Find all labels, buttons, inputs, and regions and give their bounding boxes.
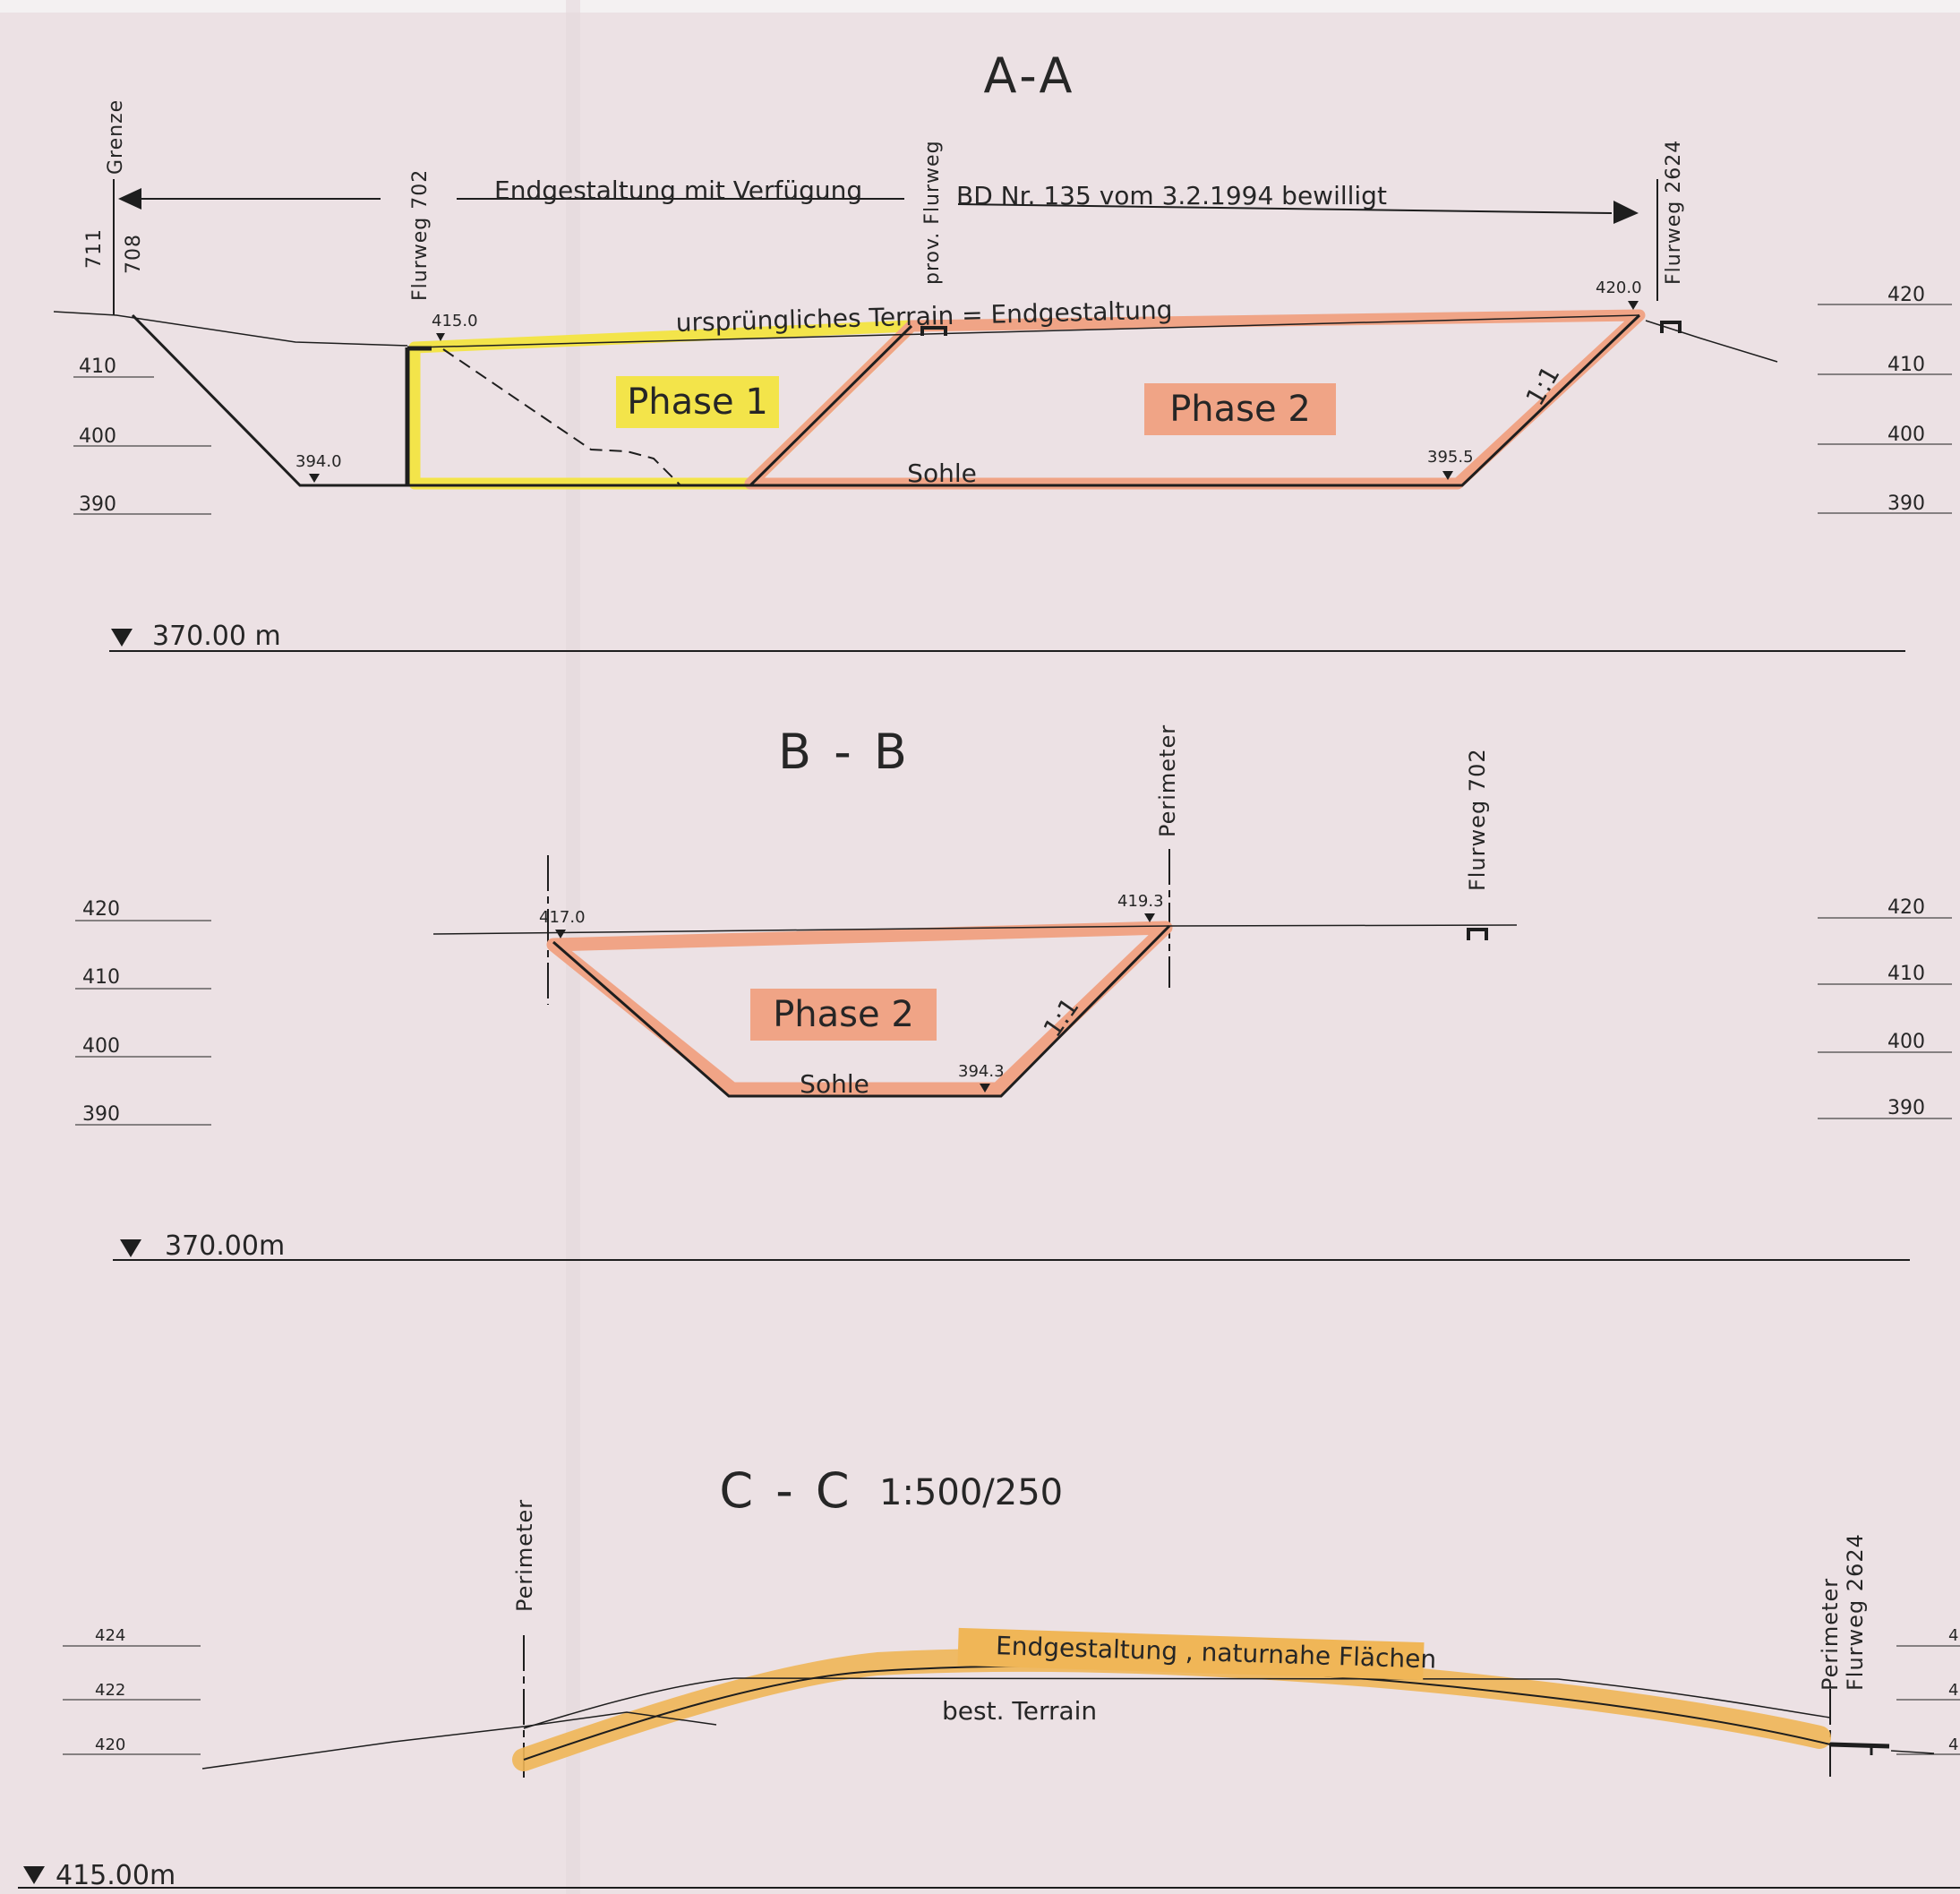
prov-flurweg-symbol <box>920 326 947 336</box>
scale-bb-left-400: 400 <box>82 1035 120 1058</box>
arrow-text-left: Endgestaltung mit Verfügung <box>494 176 862 205</box>
grenze-label: Grenze <box>105 99 127 175</box>
endgestaltung-tag <box>957 1627 1425 1681</box>
section-aa-title: A-A <box>984 47 1076 104</box>
elev-3943-marker <box>980 1084 990 1093</box>
elev-4193-marker <box>1144 913 1155 922</box>
paper-top-edge <box>0 0 1960 13</box>
elev-420-label: 420.0 <box>1596 279 1642 297</box>
elev-417-label: 417.0 <box>539 908 586 927</box>
scale-bb-right-400: 400 <box>1887 1031 1925 1053</box>
elev-420-marker <box>1628 301 1639 310</box>
scale-cc-right-424: 4 <box>1948 1626 1958 1645</box>
existing-terrain-cc-far-right <box>1890 1750 1935 1754</box>
prov-flurweg-label: prov. Flurweg <box>921 140 944 285</box>
excavation-bb-profile <box>552 924 1171 1098</box>
datum-bb-marker <box>120 1239 141 1257</box>
scale-cc-left-420: 420 <box>95 1735 125 1754</box>
arrow-line-right <box>957 203 1613 214</box>
elev-3955-label: 395.5 <box>1427 448 1474 467</box>
phase-2-label: Phase 2 <box>1169 389 1311 430</box>
elev-415-label: 415.0 <box>432 312 478 330</box>
scale-right-420: 420 <box>1887 284 1925 306</box>
arrow-head-left <box>118 188 141 210</box>
datum-aa-label: 370.00 m <box>152 621 281 652</box>
scale-left-410: 410 <box>79 356 116 378</box>
best-terrain-line <box>733 1677 1559 1680</box>
original-terrain-line <box>414 314 1640 348</box>
perimeter-cc-left-label: Perimeter <box>512 1499 537 1612</box>
elev-417-marker <box>555 930 566 938</box>
scale-bb-right-390: 390 <box>1887 1097 1925 1119</box>
parcel-708-label: 708 <box>123 234 145 274</box>
section-cc: C - C 1:500/250 Perimeter Perimeter Flur… <box>18 1462 1960 1891</box>
perimeter-cc-right-label: Perimeter <box>1818 1578 1843 1691</box>
phase-divider-slope <box>749 324 913 487</box>
dashed-intermediate-profile <box>442 348 681 486</box>
scale-bb-left-390: 390 <box>82 1103 120 1126</box>
section-cc-scale: 1:500/250 <box>879 1472 1063 1513</box>
scale-cc-left-424: 424 <box>95 1626 125 1645</box>
elev-394-marker <box>309 474 320 483</box>
sohle-bb-label: Sohle <box>800 1069 869 1099</box>
scale-bb-right-410: 410 <box>1887 963 1925 985</box>
scale-right-410: 410 <box>1887 354 1925 376</box>
datum-aa-marker <box>111 629 133 647</box>
datum-cc-marker <box>23 1866 45 1884</box>
scale-cc-right-420: 4 <box>1948 1735 1958 1754</box>
datum-cc-label: 415.00m <box>56 1860 175 1891</box>
scale-bb-right-420: 420 <box>1887 896 1925 919</box>
flurweg-2624-label: Flurweg 2624 <box>1663 140 1685 285</box>
section-bb-title: B - B <box>778 724 911 780</box>
terrain-bb-line <box>432 925 1170 935</box>
excavation-profile <box>131 313 1641 487</box>
arrow-text-right: BD Nr. 135 vom 3.2.1994 bewilligt <box>956 181 1387 210</box>
elev-394-label: 394.0 <box>295 452 342 471</box>
flurweg-702-bb-symbol <box>1467 928 1488 940</box>
elev-3943-label: 394.3 <box>958 1062 1005 1081</box>
elev-3955-marker <box>1442 471 1453 480</box>
phase-1-tag <box>616 376 779 428</box>
sohle-label: Sohle <box>907 459 977 488</box>
parcel-711-label: 711 <box>83 228 106 269</box>
phase-2-bb-tag <box>750 989 937 1041</box>
terrain-bb-right-line <box>1168 924 1518 927</box>
best-terrain-label: best. Terrain <box>942 1696 1097 1726</box>
scale-left-390: 390 <box>79 493 116 516</box>
flurweg-2624-cc-label: Flurweg 2624 <box>1843 1533 1868 1691</box>
flurweg-702-bb-label: Flurweg 702 <box>1465 748 1490 891</box>
phase-2-tag <box>1144 383 1336 435</box>
section-cc-title: C - C <box>719 1462 852 1519</box>
phase-2-bb-area <box>546 921 1173 1096</box>
scale-cc-left-422: 422 <box>95 1681 125 1700</box>
elev-4193-label: 419.3 <box>1117 892 1164 911</box>
scale-left-400: 400 <box>79 425 116 448</box>
existing-terrain-right <box>1645 320 1778 363</box>
existing-terrain-cc-curve <box>523 1677 735 1729</box>
scale-right-390: 390 <box>1887 493 1925 515</box>
section-aa: A-A Grenze 711 708 Flurweg 702 prov. Flu… <box>53 47 1952 652</box>
scale-bb-left-410: 410 <box>82 966 120 989</box>
scale-bb-left-420: 420 <box>82 898 120 921</box>
datum-bb-label: 370.00m <box>165 1230 285 1262</box>
elev-415-marker <box>436 333 445 341</box>
perimeter-bb-label: Perimeter <box>1155 724 1180 837</box>
flurweg-2624-cc-road <box>1829 1742 1890 1749</box>
scale-cc-right-422: 4 <box>1948 1681 1958 1700</box>
phase-1-label: Phase 1 <box>627 381 768 423</box>
section-bb: B - B Perimeter Flurweg 702 Phase 2 Sohl… <box>75 724 1952 1262</box>
scale-right-400: 400 <box>1887 424 1925 446</box>
arrow-head-right <box>1613 201 1639 224</box>
existing-terrain-left <box>53 311 408 347</box>
phase-2-bb-label: Phase 2 <box>773 994 914 1035</box>
flurweg-2624-symbol <box>1660 321 1682 333</box>
flurweg-702-label: Flurweg 702 <box>409 169 432 301</box>
existing-terrain-cc-right <box>1557 1678 1831 1718</box>
